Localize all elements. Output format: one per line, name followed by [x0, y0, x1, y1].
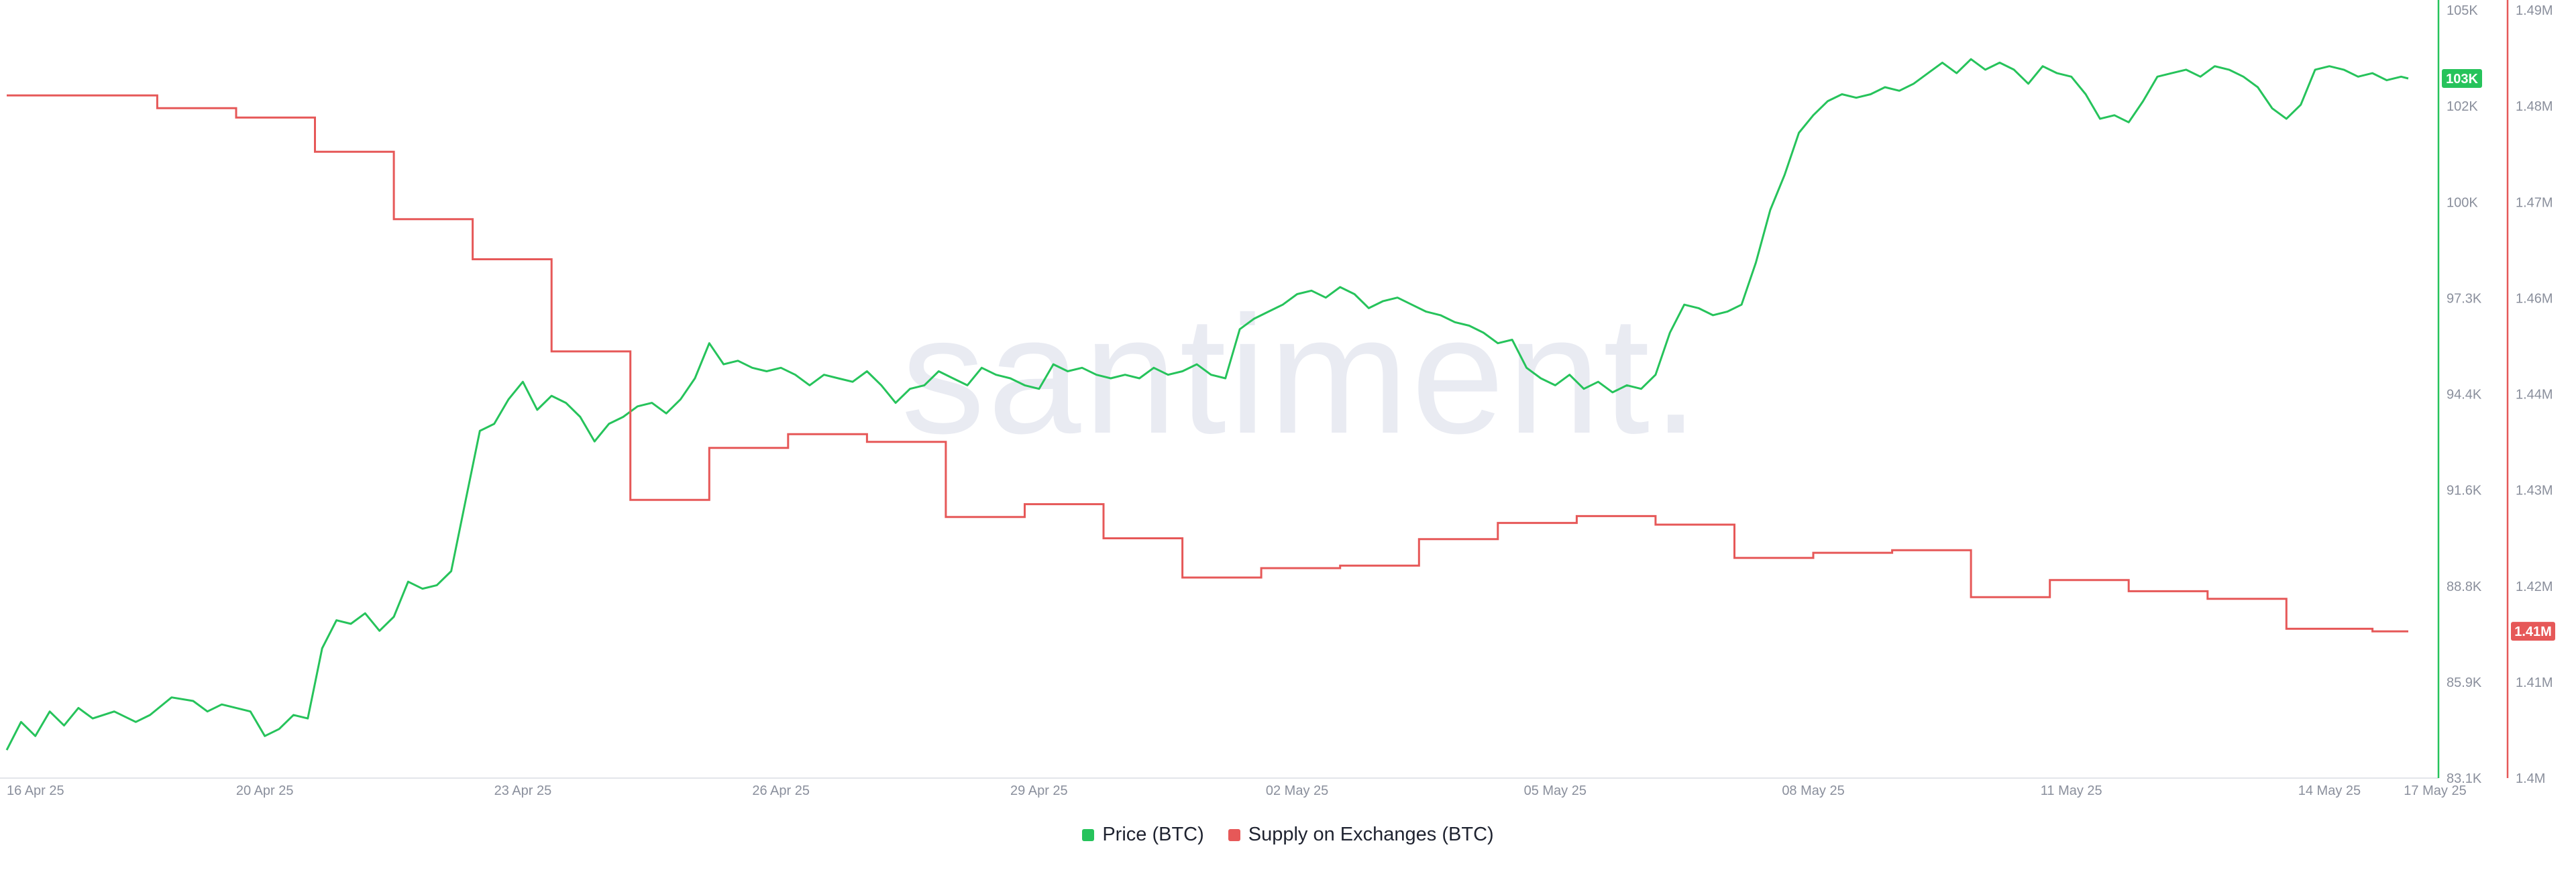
y-right-tick-label: 1.48M [2516, 99, 2553, 114]
y-right-tick-label: 1.4M [2516, 771, 2545, 786]
badges: 103K 1.41M [2442, 68, 2555, 641]
x-tick-label: 11 May 25 [2041, 783, 2102, 798]
y-left-tick-label: 88.8K [2447, 580, 2482, 594]
watermark: santiment. [901, 281, 1701, 468]
x-tick-label: 16 Apr 25 [7, 783, 64, 798]
y-right-tick-label: 1.41M [2516, 675, 2553, 690]
x-tick-label: 08 May 25 [1782, 783, 1844, 798]
y-right-tick-label: 1.42M [2516, 580, 2553, 594]
series-layer [5, 58, 2409, 751]
y-right-tick-label: 1.47M [2516, 195, 2553, 210]
x-tick-label: 17 May 25 [2404, 783, 2466, 798]
y-left-tick-label: 102K [2447, 99, 2478, 114]
supply-last-value-badge [2511, 622, 2555, 641]
x-tick-label: 02 May 25 [1266, 783, 1328, 798]
y-left-tick-label: 97.3K [2447, 291, 2482, 306]
price-last-value-badge [2442, 68, 2482, 88]
x-tick-label: 26 Apr 25 [752, 783, 810, 798]
y-right-tick-label: 1.44M [2516, 388, 2553, 402]
series-line-supply [7, 94, 2408, 633]
y-left-tick-label: 100K [2447, 195, 2478, 210]
x-tick-label: 05 May 25 [1524, 783, 1587, 798]
legend-item-supply[interactable]: Supply on Exchanges (BTC) [1228, 824, 1494, 846]
legend-swatch-price [1082, 828, 1095, 841]
y-right-tick-label: 1.49M [2516, 3, 2553, 18]
price-last-value-text: 103K [2446, 72, 2478, 87]
chart: santiment. 105K 102K 100K 97.3K 94.4K 91.6K 88… [0, 0, 2555, 798]
y-left-tick-label: 105K [2447, 3, 2478, 18]
axes: 105K 102K 100K 97.3K 94.4K 91.6K 88.8K 85.9K 83.… [0, 0, 2553, 798]
x-tick-label: 14 May 25 [2298, 783, 2361, 798]
series-line-price [5, 58, 2409, 751]
y-left-tick-label: 83.1K [2447, 771, 2482, 786]
legend-swatch-supply [1228, 828, 1240, 841]
x-tick-label: 20 Apr 25 [236, 783, 294, 798]
y-left-tick-label: 91.6K [2447, 484, 2482, 498]
y-right-tick-label: 1.43M [2516, 484, 2553, 498]
y-left-tick-label: 94.4K [2447, 388, 2482, 402]
legend: Price (BTC) Supply on Exchanges (BTC) [0, 824, 2576, 846]
y-right-tick-label: 1.46M [2516, 291, 2553, 306]
y-left-tick-label: 85.9K [2447, 675, 2482, 690]
legend-label-supply: Supply on Exchanges (BTC) [1248, 824, 1494, 845]
legend-label-price: Price (BTC) [1102, 824, 1204, 845]
x-tick-label: 29 Apr 25 [1010, 783, 1068, 798]
supply-last-value-text: 1.41M [2514, 624, 2552, 639]
x-tick-label: 23 Apr 25 [494, 783, 552, 798]
legend-item-price[interactable]: Price (BTC) [1082, 824, 1204, 846]
